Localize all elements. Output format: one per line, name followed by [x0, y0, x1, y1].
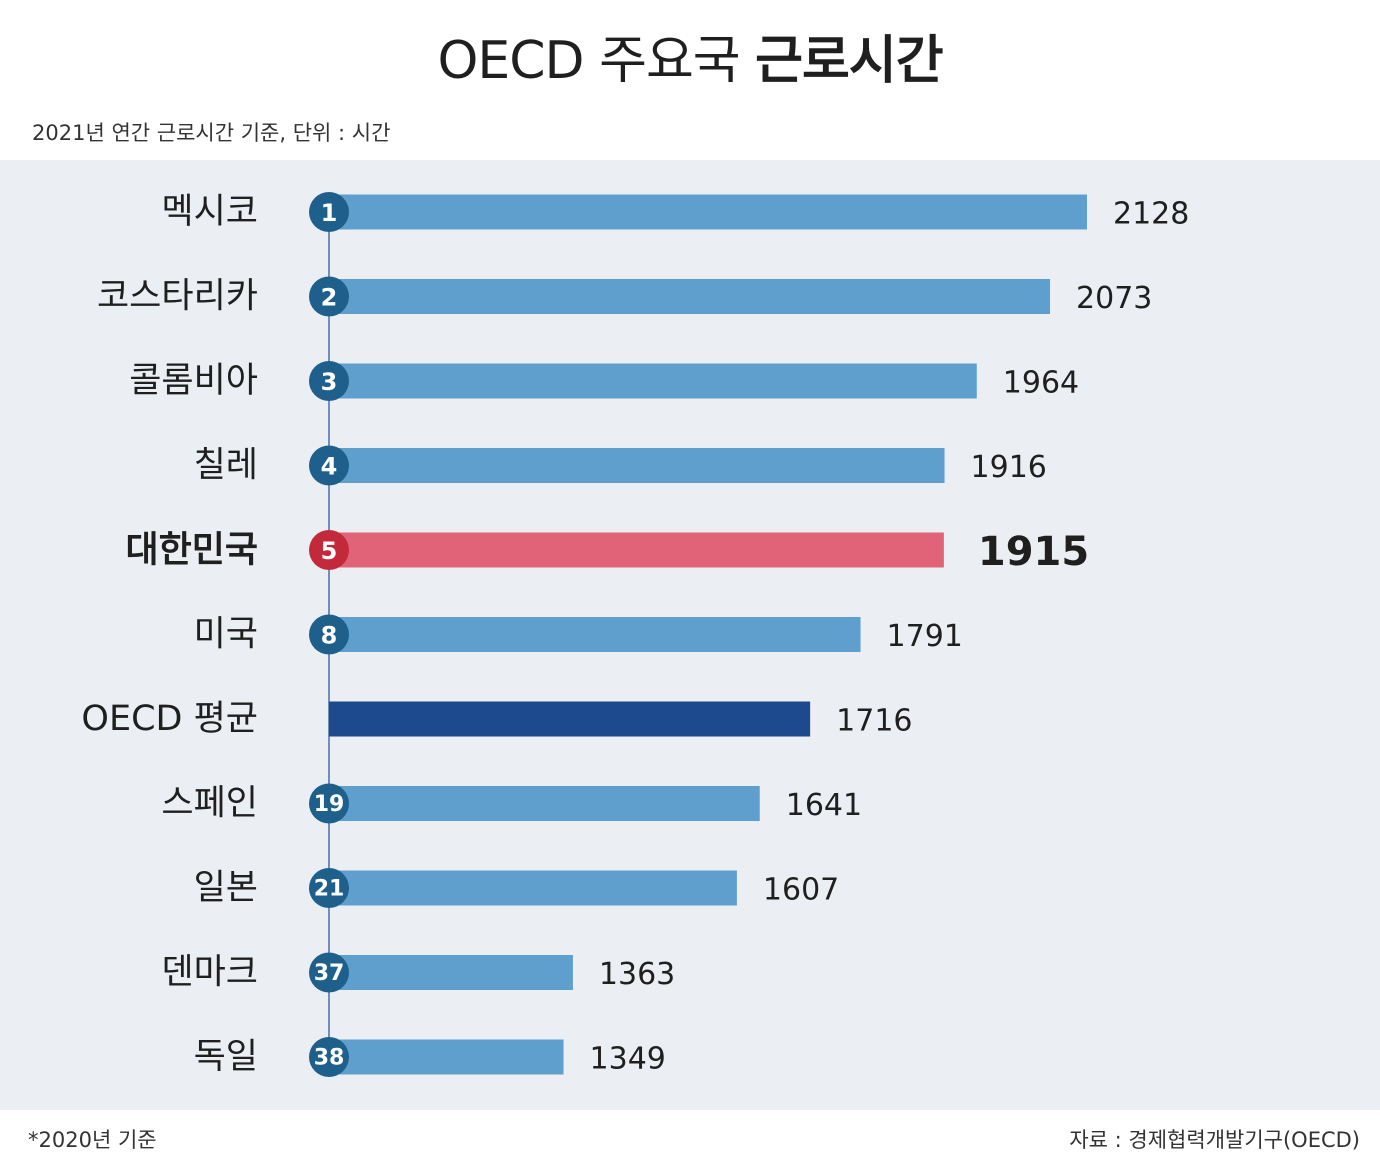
source-note: 자료 : 경제협력개발기구(OECD) — [1069, 1128, 1360, 1152]
chart-panel: 멕시코 1 2128 코스타리카 2 2073 콜롬비아 3 1964 칠레 4 1916 대한민국 5 1… — [0, 160, 1380, 1110]
rank-label: 38 — [314, 1046, 345, 1071]
value-label: 1349 — [590, 1042, 666, 1077]
chart-title-bold: 근로시간 — [755, 31, 943, 91]
rank-label: 37 — [314, 961, 345, 986]
value-label: 2073 — [1076, 281, 1152, 316]
rank-circle — [309, 952, 349, 993]
rank-circle — [309, 192, 349, 232]
rank-circle — [309, 361, 349, 401]
chart-subtitle: 2021년 연간 근로시간 기준, 단위 : 시간 — [32, 121, 391, 145]
value-label: 1716 — [836, 704, 912, 739]
rank-circle — [309, 614, 349, 655]
category-label: OECD 평균 — [81, 699, 258, 739]
value-label: 1791 — [887, 619, 963, 654]
rank-label: 19 — [314, 792, 345, 817]
category-label: 스페인 — [161, 784, 258, 824]
bar — [329, 617, 861, 652]
bar — [329, 448, 945, 483]
category-label: 덴마크 — [161, 953, 258, 993]
bar — [329, 532, 944, 568]
bar — [329, 955, 573, 990]
rank-circle — [309, 1037, 349, 1077]
category-label: 코스타리카 — [97, 277, 258, 317]
bar — [329, 786, 760, 821]
bar — [329, 1039, 564, 1075]
rank-circle — [309, 276, 349, 317]
rank-circle — [309, 783, 349, 824]
value-label: 1915 — [978, 529, 1089, 575]
category-label: 칠레 — [194, 446, 258, 486]
bar — [329, 701, 811, 737]
category-label: 대한민국 — [126, 530, 258, 571]
bar — [329, 279, 1051, 314]
value-label: 1607 — [763, 873, 839, 908]
rank-label: 5 — [321, 537, 338, 565]
value-label: 1916 — [971, 450, 1047, 485]
category-label: 멕시코 — [161, 192, 258, 232]
bar-chart: 멕시코 1 2128 코스타리카 2 2073 콜롬비아 3 1964 칠레 4 1916 대한민국 5 1… — [0, 160, 1380, 1110]
rank-label: 21 — [314, 877, 345, 902]
rank-label: 8 — [321, 622, 338, 650]
bar — [329, 194, 1087, 230]
value-label: 1363 — [599, 957, 675, 992]
category-label: 미국 — [194, 615, 258, 655]
chart-title: OECD 주요국 근로시간 — [0, 18, 1380, 93]
chart-title-regular: OECD 주요국 — [437, 31, 740, 91]
category-label: 콜롬비아 — [129, 361, 258, 401]
footnote: *2020년 기준 — [28, 1128, 157, 1152]
value-label: 1641 — [786, 788, 862, 823]
rank-circle — [309, 868, 349, 908]
category-label: 독일 — [194, 1037, 258, 1077]
value-label: 2128 — [1113, 197, 1189, 232]
rank-circle — [309, 445, 349, 486]
value-label: 1964 — [1003, 366, 1079, 401]
rank-label: 3 — [321, 368, 338, 396]
rank-circle — [309, 530, 349, 570]
rank-label: 4 — [321, 453, 338, 481]
bar — [329, 870, 737, 906]
rank-label: 1 — [321, 199, 338, 227]
bar — [329, 363, 977, 399]
rank-label: 2 — [321, 284, 338, 312]
category-label: 일본 — [194, 868, 258, 908]
